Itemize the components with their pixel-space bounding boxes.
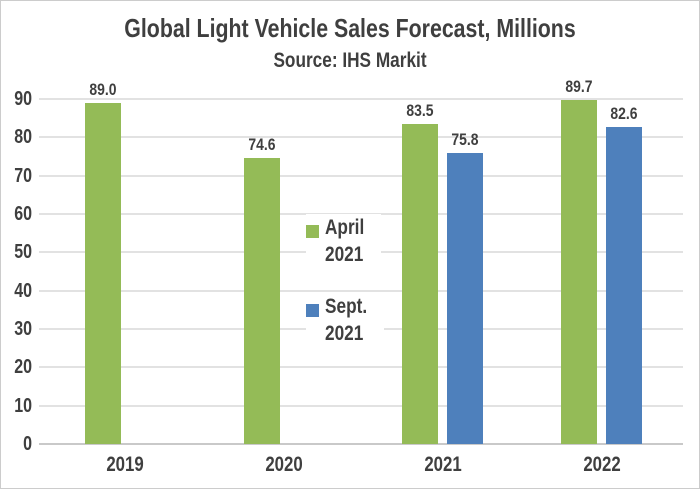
- y-tick-label: 40: [14, 279, 32, 302]
- legend-label-line: 2021: [325, 243, 364, 266]
- gridline: [39, 289, 683, 292]
- x-category-label: 2019: [106, 453, 145, 476]
- data-label-april-2021-2022: 89.7: [565, 77, 593, 97]
- legend-swatch-icon: [306, 225, 319, 238]
- y-tick-label: 10: [14, 394, 32, 417]
- bar-sept-2021-2022: [606, 127, 643, 444]
- legend-item-sept-2021: Sept. 2021: [306, 293, 385, 350]
- chart-subtitle: Source: IHS Markit: [273, 49, 427, 72]
- gridline: [39, 404, 683, 407]
- legend-item-april-2021: April 2021: [306, 214, 381, 271]
- x-category-label: 2022: [582, 453, 621, 476]
- y-tick-label: 50: [14, 241, 32, 264]
- y-tick-label: 20: [14, 356, 32, 379]
- legend-swatch-icon: [306, 304, 319, 317]
- data-label-april-2021-2019: 89.0: [89, 79, 117, 99]
- data-label-april-2021-2020: 74.6: [248, 135, 276, 155]
- y-tick-label: 0: [23, 433, 32, 455]
- legend-label-line: Sept.: [325, 295, 368, 318]
- legend-label-line: April: [325, 216, 365, 239]
- data-label-sept-2021-2021: 75.8: [451, 130, 479, 150]
- data-label-sept-2021-2022: 82.6: [610, 104, 638, 124]
- bar-april-2021-2022: [561, 100, 598, 444]
- bar-april-2021-2020: [243, 158, 280, 444]
- gridline: [39, 98, 683, 100]
- bar-april-2021-2019: [84, 102, 121, 444]
- legend-label-line: 2021: [325, 322, 364, 345]
- gridline: [39, 366, 683, 369]
- bar-sept-2021-2021: [447, 153, 484, 444]
- y-tick-label: 90: [14, 88, 32, 110]
- bar-april-2021-2021: [402, 123, 439, 444]
- y-tick-label: 60: [14, 203, 32, 225]
- x-category-label: 2020: [265, 453, 303, 476]
- gridline: [39, 174, 683, 177]
- y-tick-label: 80: [14, 126, 32, 149]
- x-axis-line: [39, 443, 683, 445]
- legend-label: April 2021: [325, 214, 364, 268]
- x-category-label: 2021: [424, 453, 462, 476]
- legend-label: Sept. 2021: [325, 293, 367, 347]
- y-tick-label: 70: [14, 164, 32, 187]
- chart-title: Global Light Vehicle Sales Forecast, Mil…: [124, 13, 576, 43]
- gridline: [39, 136, 683, 139]
- y-tick-label: 30: [14, 318, 32, 340]
- data-label-april-2021-2021: 83.5: [406, 100, 434, 120]
